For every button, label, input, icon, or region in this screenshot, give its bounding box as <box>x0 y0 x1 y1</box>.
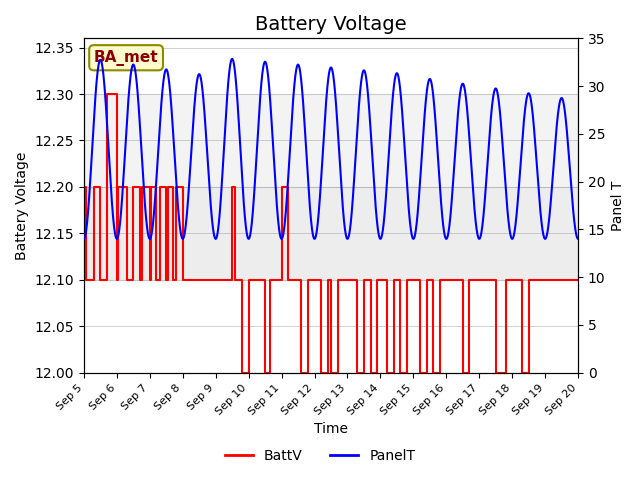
Y-axis label: Panel T: Panel T <box>611 180 625 230</box>
Text: BA_met: BA_met <box>94 50 159 66</box>
Title: Battery Voltage: Battery Voltage <box>255 15 407 34</box>
X-axis label: Time: Time <box>314 422 348 436</box>
Y-axis label: Battery Voltage: Battery Voltage <box>15 151 29 260</box>
Legend: BattV, PanelT: BattV, PanelT <box>220 443 420 468</box>
Bar <box>84 94 578 187</box>
Bar <box>84 187 578 280</box>
